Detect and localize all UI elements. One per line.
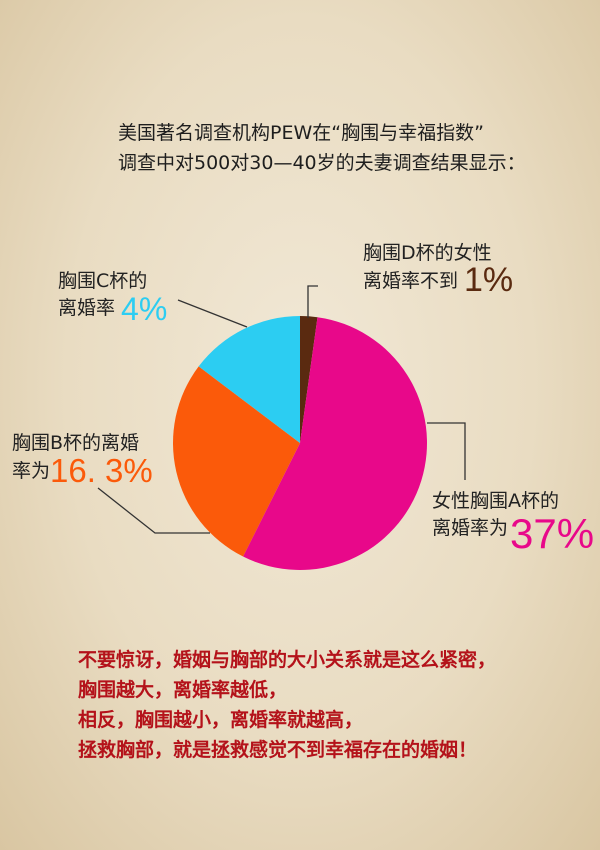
label-b-value: 16. 3% [50,452,153,489]
closing-text: 不要惊讶，婚姻与胸部的大小关系就是这么紧密， 胸围越大，离婚率越低， 相反，胸围… [78,645,496,765]
label-a-line2: 离婚率为 [432,517,509,539]
closing-line-1: 不要惊讶，婚姻与胸部的大小关系就是这么紧密， [78,649,497,671]
label-d: 胸围D杯的女性 离婚率不到 1% [363,240,513,297]
closing-line-2: 胸围越大，离婚率越低， [78,679,288,701]
intro-line-2: 调查中对500对30—40岁的夫妻调查结果显示： [118,152,526,174]
label-a: 女性胸围A杯的 离婚率为37% [432,488,594,555]
pie-slice-d [300,316,318,443]
label-b: 胸围B杯的离婚 率为16. 3% [12,430,153,487]
label-c: 胸围C杯的 离婚率 4% [58,268,167,325]
label-a-value: 37% [510,510,595,557]
leader-line-a [427,422,466,480]
closing-line-4: 拯救胸部，就是拯救感觉不到幸福存在的婚姻！ [78,739,478,761]
label-c-line1: 胸围C杯的 [58,270,148,292]
label-b-line1: 胸围B杯的离婚 [12,432,140,454]
label-c-value: 4% [121,291,168,327]
leader-line-c [177,299,248,328]
label-d-line1: 胸围D杯的女性 [363,242,492,264]
leader-line-d [307,285,318,318]
label-c-line2: 离婚率 [58,297,116,319]
leader-line-b [97,487,210,534]
label-a-line1: 女性胸围A杯的 [432,490,559,512]
label-d-line2: 离婚率不到 [363,270,459,292]
closing-line-3: 相反，胸围越小，离婚率就越高， [78,709,364,731]
pie-slice-a [243,317,427,570]
intro-line-1: 美国著名调查机构PEW在“胸围与幸福指数” [118,122,484,144]
label-b-line2: 率为 [12,460,51,482]
pie-slice-c [198,316,300,443]
label-d-value: 1% [464,261,514,299]
pie-slice-b [172,366,300,557]
intro-text: 美国著名调查机构PEW在“胸围与幸福指数” 调查中对500对30—40岁的夫妻调… [118,118,526,178]
